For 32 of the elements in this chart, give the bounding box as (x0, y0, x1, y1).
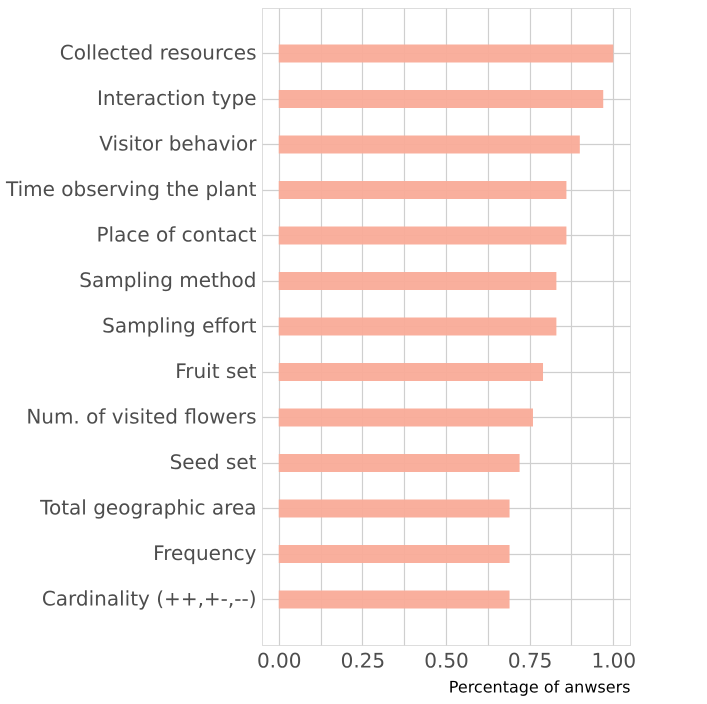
x-tick-label: 0.25 (340, 648, 386, 672)
x-tick-label: 0.75 (508, 648, 552, 672)
y-tick-label: Collected resources (60, 40, 256, 64)
y-tick-label: Place of contact (96, 222, 257, 246)
bar (278, 90, 604, 108)
bar (278, 363, 544, 381)
y-tick-label: Frequency (153, 541, 257, 565)
x-tick-label: 0.00 (256, 648, 302, 672)
y-tick-label: Sampling effort (102, 314, 257, 338)
y-tick-label: Time observing the plant (4, 177, 257, 201)
y-tick-label: Interaction type (96, 86, 256, 110)
y-tick-label: Fruit set (175, 359, 257, 383)
bar (278, 136, 580, 154)
y-tick-label: Num. of visited flowers (26, 404, 256, 428)
y-tick-label: Visitor behavior (99, 132, 258, 156)
y-tick-label: Seed set (170, 450, 257, 474)
bar (278, 408, 533, 426)
x-tick-label: 0.50 (424, 648, 469, 672)
x-tick-label: 1.00 (592, 648, 636, 672)
x-axis-title: Percentage of anwsers (448, 678, 630, 696)
bar (278, 454, 520, 472)
bar (278, 226, 566, 244)
bar (278, 181, 566, 199)
bar (278, 590, 510, 608)
bar (278, 44, 614, 62)
bar (278, 318, 556, 336)
bar (278, 500, 510, 518)
y-tick-label: Total geographic area (39, 496, 256, 520)
bar (278, 545, 510, 563)
y-tick-label: Sampling method (79, 268, 256, 292)
y-tick-label: Cardinality (++,+-,--) (42, 586, 256, 610)
bar (278, 272, 556, 290)
